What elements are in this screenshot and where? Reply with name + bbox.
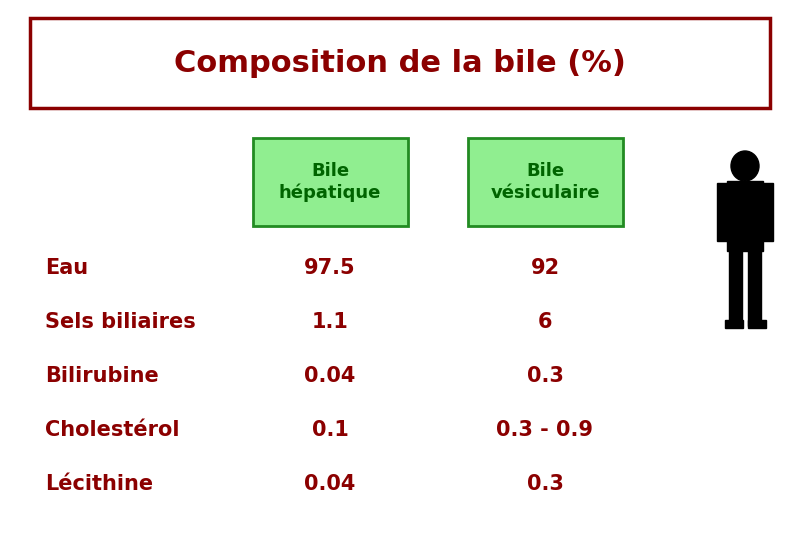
Bar: [727, 181, 763, 251]
Bar: [30, 18, 770, 108]
Text: Composition de la bile (%): Composition de la bile (%): [174, 49, 626, 78]
Text: Sels biliaires: Sels biliaires: [45, 312, 196, 332]
Text: 0.1: 0.1: [312, 420, 348, 440]
Bar: [253, 138, 407, 226]
Bar: [748, 251, 761, 326]
Text: 6: 6: [538, 312, 552, 332]
Bar: [748, 320, 766, 328]
Bar: [729, 251, 742, 326]
Text: 92: 92: [531, 258, 560, 278]
Bar: [762, 183, 773, 241]
Text: 0.04: 0.04: [305, 474, 356, 494]
Text: 97.5: 97.5: [305, 258, 356, 278]
Bar: [725, 320, 743, 328]
Text: Bilirubine: Bilirubine: [45, 366, 159, 386]
Text: Bile
vésiculaire: Bile vésiculaire: [490, 162, 599, 202]
Ellipse shape: [731, 151, 759, 181]
Text: 0.3: 0.3: [526, 366, 564, 386]
Text: 0.3 - 0.9: 0.3 - 0.9: [497, 420, 594, 440]
Text: Bile
hépatique: Bile hépatique: [279, 161, 382, 202]
Bar: [467, 138, 623, 226]
Text: Eau: Eau: [45, 258, 88, 278]
Text: Cholestérol: Cholestérol: [45, 420, 180, 440]
Text: 1.1: 1.1: [312, 312, 348, 332]
Text: 0.04: 0.04: [305, 366, 356, 386]
Bar: [717, 183, 728, 241]
Text: Lécithine: Lécithine: [45, 474, 153, 494]
Text: 0.3: 0.3: [526, 474, 564, 494]
